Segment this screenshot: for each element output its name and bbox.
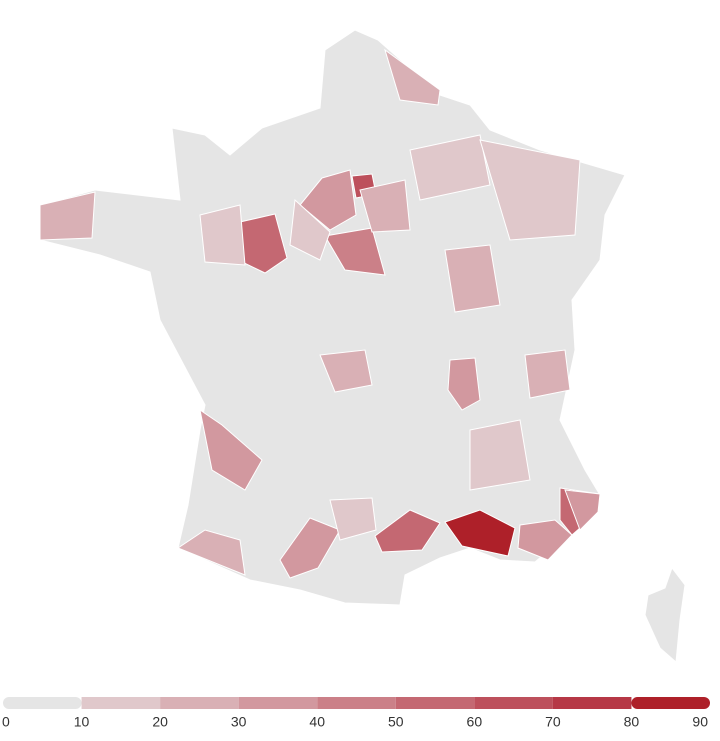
region: [524, 349, 571, 399]
legend-swatch: [81, 697, 161, 709]
legend-swatch: [160, 697, 239, 709]
legend-tick-label: 0: [2, 714, 10, 730]
legend-swatch: [3, 697, 82, 709]
region: [329, 497, 377, 541]
legend-tick-label: 40: [309, 714, 325, 730]
legend-tick-label: 20: [152, 714, 168, 730]
region: [444, 244, 501, 313]
legend-tick-label: 50: [388, 714, 404, 730]
region: [469, 419, 531, 491]
region: [374, 509, 441, 553]
region: [199, 204, 246, 266]
region: [359, 179, 411, 233]
regions: [39, 48, 601, 579]
region: [447, 357, 481, 411]
region: [479, 139, 581, 241]
legend-tick-label: 30: [231, 714, 247, 730]
region: [199, 408, 263, 491]
region: [564, 489, 601, 531]
legend: 0 10 20 30 40 50 60 70 80 90: [2, 697, 710, 730]
legend-tick-label: 10: [74, 714, 90, 730]
legend-tick-label: 70: [545, 714, 561, 730]
region: [299, 169, 357, 231]
region: [324, 227, 386, 276]
corsica-outline: [644, 566, 686, 664]
region: [176, 529, 246, 576]
base-map: [39, 29, 686, 664]
region: [289, 198, 331, 261]
legend-swatch: [395, 697, 475, 709]
legend-swatch: [552, 697, 632, 709]
region: [279, 517, 341, 579]
region: [384, 48, 441, 106]
legend-tick-label: 80: [624, 714, 640, 730]
legend-tick-label: 60: [467, 714, 483, 730]
country-outline: [39, 29, 626, 606]
region: [444, 509, 516, 557]
legend-swatch: [238, 697, 318, 709]
region: [409, 134, 491, 201]
legend-tick-label: 90: [692, 714, 708, 730]
region: [517, 519, 573, 561]
region: [39, 191, 96, 241]
legend-swatch: [317, 697, 396, 709]
region: [319, 349, 373, 393]
legend-swatch: [474, 697, 553, 709]
legend-swatch: [631, 697, 710, 709]
